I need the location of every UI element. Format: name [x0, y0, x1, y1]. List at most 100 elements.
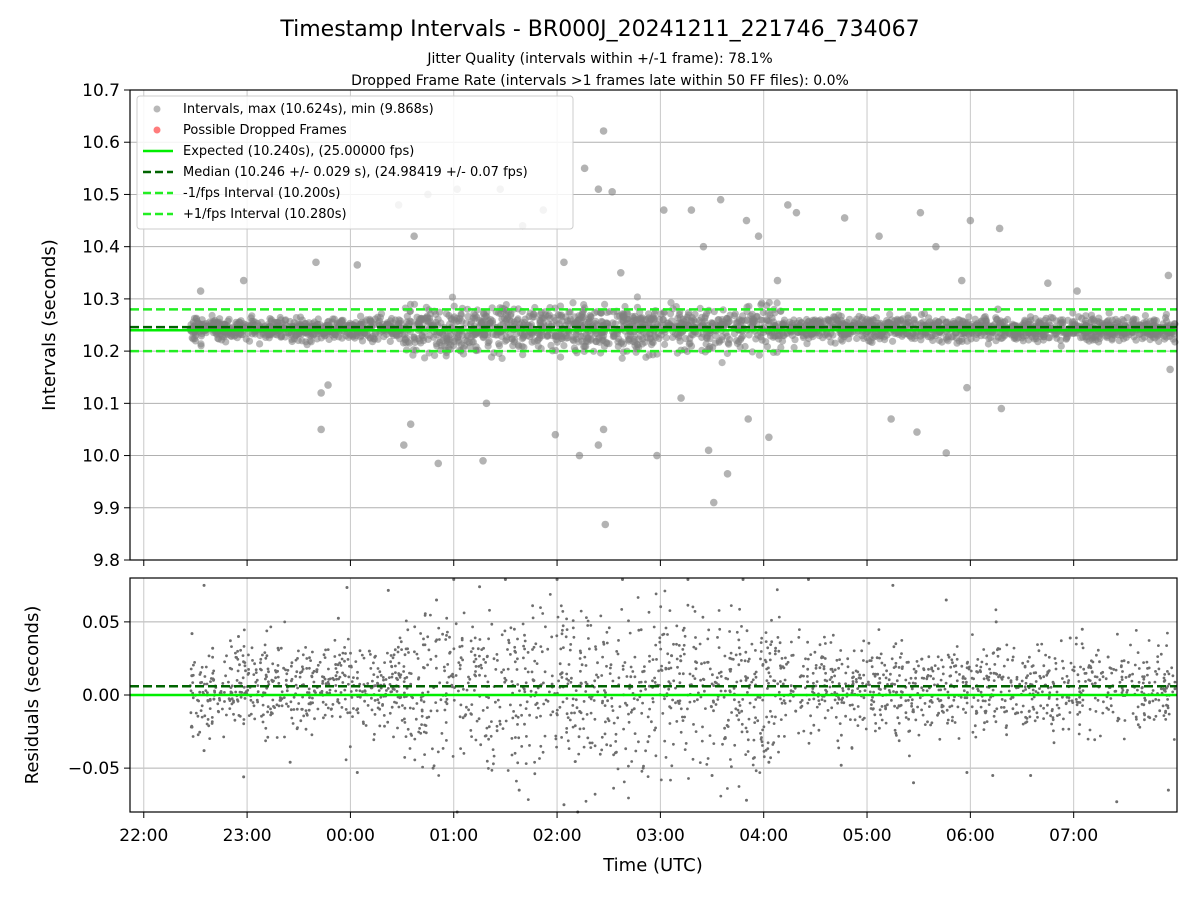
residual-point — [266, 667, 270, 671]
residual-point — [567, 747, 571, 750]
residual-point — [737, 700, 741, 704]
residual-point — [263, 643, 267, 647]
residual-point — [1044, 653, 1047, 657]
residual-point — [488, 608, 491, 612]
residual-point — [1130, 679, 1134, 683]
residual-point — [579, 669, 582, 673]
residual-point — [994, 608, 998, 612]
residual-point — [1101, 711, 1105, 715]
residual-point — [562, 646, 565, 649]
residual-point — [979, 690, 983, 694]
residual-point — [918, 696, 922, 700]
residual-point — [683, 715, 686, 719]
residual-point — [1061, 695, 1064, 699]
residual-point — [904, 711, 908, 715]
residual-point — [571, 626, 575, 630]
residual-point — [572, 635, 576, 639]
residual-point — [955, 645, 959, 648]
residual-point — [1067, 699, 1071, 703]
residual-point — [338, 653, 341, 657]
residual-point — [373, 732, 376, 736]
residual-point — [286, 668, 290, 672]
residual-point — [809, 714, 812, 718]
residual-point — [621, 668, 625, 671]
residual-point — [926, 675, 929, 678]
residual-point — [524, 707, 528, 710]
residual-point — [569, 680, 573, 684]
residual-point — [728, 630, 731, 633]
residual-point — [636, 698, 639, 702]
interval-point — [966, 216, 975, 225]
residual-point — [710, 682, 714, 686]
residual-point — [534, 691, 538, 694]
interval-point — [927, 333, 935, 341]
interval-point — [414, 335, 422, 343]
residual-point — [609, 744, 612, 747]
residual-point — [555, 634, 559, 638]
residual-point — [409, 682, 413, 686]
residual-point — [1088, 728, 1092, 732]
residual-point — [494, 668, 498, 671]
residual-point — [483, 674, 487, 678]
residual-point — [596, 661, 599, 665]
residual-point — [952, 698, 956, 702]
interval-point — [1032, 335, 1040, 343]
residual-point — [295, 727, 299, 731]
interval-point — [773, 331, 782, 339]
residual-point — [759, 650, 763, 653]
residual-point — [963, 696, 967, 700]
residual-point — [664, 626, 668, 630]
residual-point — [393, 700, 396, 704]
residual-point — [206, 718, 210, 721]
residual-point — [523, 633, 526, 637]
residual-point — [1136, 651, 1140, 654]
interval-point — [248, 317, 256, 325]
residual-point — [242, 718, 246, 721]
residual-point — [1030, 697, 1034, 701]
interval-point — [685, 311, 693, 319]
residual-point — [712, 700, 715, 704]
residual-point — [1067, 696, 1071, 699]
residual-point — [950, 719, 954, 723]
interval-point — [831, 339, 839, 347]
top-y-tick-label: 10.6 — [82, 133, 120, 153]
interval-point — [736, 343, 744, 351]
residual-point — [1120, 691, 1124, 694]
interval-point — [741, 317, 749, 325]
residual-point — [534, 642, 538, 646]
residual-point — [830, 675, 833, 679]
residual-point — [766, 687, 769, 690]
residual-point — [1166, 698, 1169, 701]
residual-point — [971, 686, 975, 690]
residual-point — [629, 675, 633, 679]
residual-point — [955, 679, 959, 683]
residual-point — [503, 680, 507, 684]
residual-point — [1142, 675, 1146, 678]
residual-point — [566, 739, 570, 743]
residual-point — [692, 645, 696, 649]
residual-point — [1093, 696, 1097, 700]
residual-point — [1039, 704, 1043, 708]
residual-point — [528, 744, 531, 747]
residual-point — [539, 744, 543, 748]
residual-point — [483, 734, 487, 738]
residual-point — [578, 727, 582, 731]
residual-point — [1122, 659, 1126, 663]
residual-point — [729, 667, 733, 671]
residual-point — [218, 697, 221, 700]
residual-point — [1046, 703, 1049, 707]
residual-point — [1147, 639, 1151, 642]
residual-point — [416, 657, 420, 660]
residual-point — [382, 714, 386, 717]
residual-point — [762, 750, 766, 753]
residual-point — [247, 671, 251, 675]
residual-point — [726, 677, 730, 681]
residual-point — [197, 699, 201, 703]
residual-point — [587, 637, 590, 640]
residual-point — [743, 659, 747, 663]
residual-point — [1173, 680, 1177, 684]
residual-point — [644, 680, 647, 684]
residual-point — [777, 734, 781, 738]
legend-label-expected: Expected (10.240s), (25.00000 fps) — [183, 144, 414, 159]
interval-point — [557, 353, 565, 361]
